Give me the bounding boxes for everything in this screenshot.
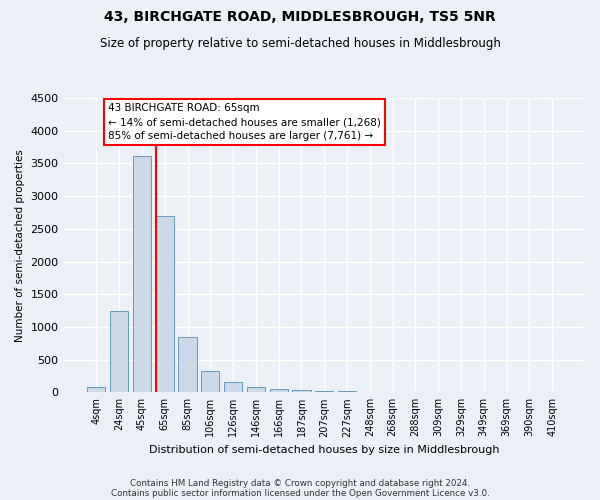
Bar <box>155 216 174 392</box>
Y-axis label: Number of semi-detached properties: Number of semi-detached properties <box>15 148 25 342</box>
Text: 43 BIRCHGATE ROAD: 65sqm
← 14% of semi-detached houses are smaller (1,268)
85% o: 43 BIRCHGATE ROAD: 65sqm ← 14% of semi-d… <box>108 103 380 141</box>
Text: 43, BIRCHGATE ROAD, MIDDLESBROUGH, TS5 5NR: 43, BIRCHGATE ROAD, MIDDLESBROUGH, TS5 5… <box>104 10 496 24</box>
Bar <box>87 386 106 392</box>
Text: Contains public sector information licensed under the Open Government Licence v3: Contains public sector information licen… <box>110 488 490 498</box>
Bar <box>178 336 197 392</box>
Bar <box>224 382 242 392</box>
Text: Size of property relative to semi-detached houses in Middlesbrough: Size of property relative to semi-detach… <box>100 38 500 51</box>
Bar <box>292 390 311 392</box>
Bar <box>247 387 265 392</box>
Bar <box>133 156 151 392</box>
Bar <box>201 370 220 392</box>
X-axis label: Distribution of semi-detached houses by size in Middlesbrough: Distribution of semi-detached houses by … <box>149 445 500 455</box>
Bar <box>315 391 334 392</box>
Text: Contains HM Land Registry data © Crown copyright and database right 2024.: Contains HM Land Registry data © Crown c… <box>130 478 470 488</box>
Bar <box>269 388 288 392</box>
Bar <box>110 310 128 392</box>
